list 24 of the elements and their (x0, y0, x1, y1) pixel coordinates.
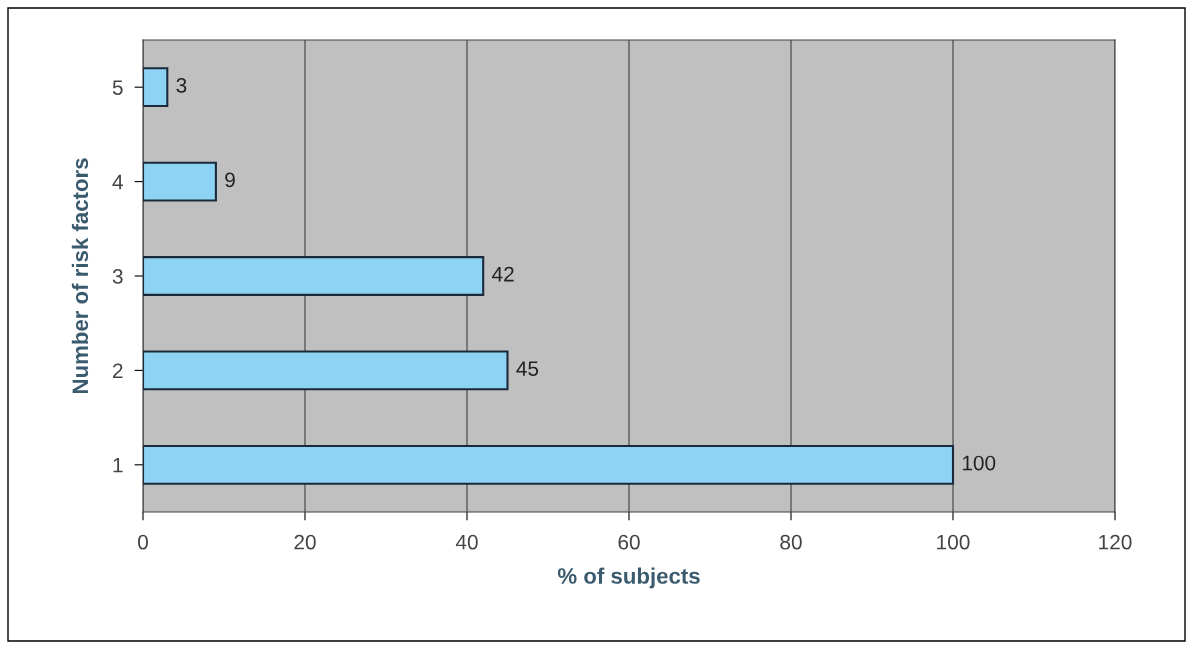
x-tick-label: 100 (937, 534, 970, 550)
bar (143, 444, 955, 485)
data-label: 45 (516, 361, 539, 376)
data-label: 9 (225, 172, 235, 188)
data-label: 100 (962, 455, 996, 471)
y-tick-label: 4 (112, 174, 123, 190)
y-tick-label: 2 (113, 363, 123, 378)
y-tick-label: 3 (112, 269, 123, 284)
x-tick-label: 120 (1099, 534, 1132, 550)
y-tick-label: 5 (112, 80, 123, 95)
bar (143, 67, 169, 108)
x-tick-label: 60 (618, 534, 640, 550)
x-tick-label: 80 (780, 534, 802, 550)
x-tick-label: 40 (455, 534, 478, 550)
bar (143, 256, 485, 296)
x-tick-label: 0 (138, 534, 148, 550)
bar (143, 161, 217, 202)
data-label: 42 (492, 266, 514, 282)
x-tick-label: 20 (294, 534, 316, 550)
y-axis-title: Number of risk factors (71, 158, 89, 394)
y-tick-label: 1 (113, 458, 123, 473)
bar (143, 350, 509, 391)
x-axis-title: % of subjects (557, 567, 700, 589)
data-label: 3 (176, 78, 187, 93)
